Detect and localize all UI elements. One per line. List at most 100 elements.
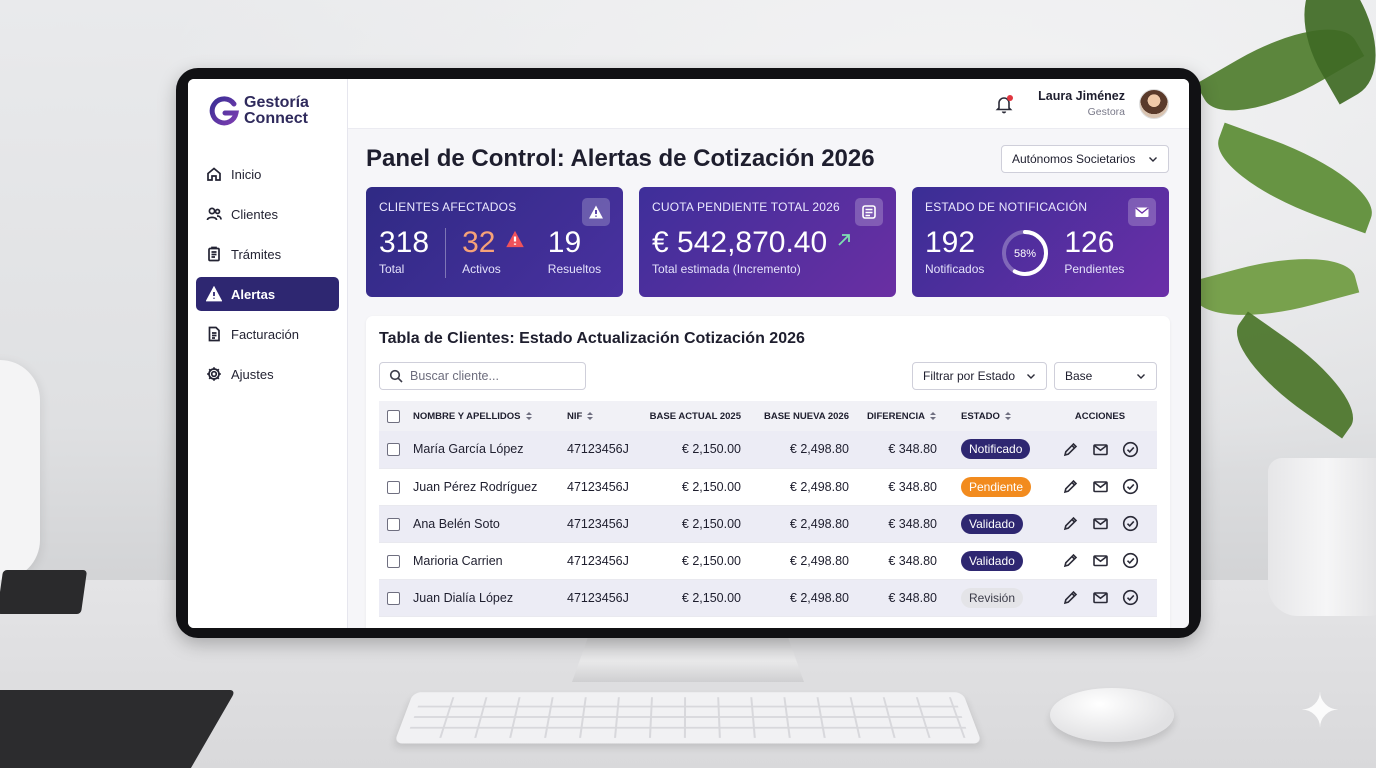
logo-g-icon: [208, 95, 240, 127]
validate-button[interactable]: [1122, 515, 1139, 532]
send-email-button[interactable]: [1092, 515, 1109, 532]
column-header-base-actual[interactable]: BASE ACTUAL 2025: [639, 401, 751, 431]
table-toolbar: Filtrar por Estado Base: [379, 362, 1157, 390]
stat-value: 192: [925, 228, 984, 258]
row-checkbox[interactable]: [387, 555, 400, 568]
sidebar-item-tramites[interactable]: Trámites: [196, 237, 339, 271]
stat-value: 318: [379, 228, 429, 258]
edit-button[interactable]: [1062, 552, 1079, 569]
select-all-checkbox[interactable]: [387, 410, 400, 423]
edit-button[interactable]: [1062, 515, 1079, 532]
cell-estado: Revisión: [947, 579, 1043, 616]
column-header-nif[interactable]: NIF: [567, 401, 639, 431]
stat-pendientes: 126 Pendientes: [1064, 228, 1124, 276]
validate-button[interactable]: [1122, 478, 1139, 495]
pencil-icon: [1062, 515, 1079, 532]
cell-base-actual: € 2,150.00: [639, 579, 751, 616]
validate-button[interactable]: [1122, 441, 1139, 458]
sidebar-item-label: Trámites: [231, 247, 281, 262]
segment-select[interactable]: Autónomos Societarios: [1001, 145, 1169, 173]
row-checkbox[interactable]: [387, 592, 400, 605]
table-row[interactable]: Ana Belén Soto 47123456J € 2,150.00 € 2,…: [379, 505, 1157, 542]
stats-row: € 542,870.40 Total estimada (Incremento): [652, 228, 883, 276]
status-badge: Validado: [961, 551, 1023, 571]
mail-icon: [1092, 441, 1109, 458]
brand-line1: Gestoría: [244, 95, 309, 111]
cell-base-actual: € 2,150.00: [639, 542, 751, 579]
edit-button[interactable]: [1062, 441, 1079, 458]
notifications-button[interactable]: [994, 94, 1014, 114]
cell-nombre: Ana Belén Soto: [413, 505, 567, 542]
column-header-base-nueva[interactable]: BASE NUEVA 2026: [751, 401, 859, 431]
send-email-button[interactable]: [1092, 589, 1109, 606]
table-row[interactable]: María García López 47123456J € 2,150.00 …: [379, 431, 1157, 468]
sidebar-item-clientes[interactable]: Clientes: [196, 197, 339, 231]
topbar: Laura Jiménez Gestora: [348, 79, 1189, 129]
stat-value: 19: [548, 228, 601, 258]
app-screen: Gestoría Connect Inicio Clientes Trámite…: [188, 79, 1189, 628]
cell-nombre: María García López: [413, 431, 567, 468]
sort-icon: [929, 411, 937, 421]
row-checkbox[interactable]: [387, 443, 400, 456]
cell-base-nueva: € 2,498.80: [751, 431, 859, 468]
cell-acciones: [1043, 542, 1157, 579]
card-estado-notificacion[interactable]: ESTADO DE NOTIFICACIÓN 192 Notificados 5…: [912, 187, 1169, 297]
mail-icon: [1092, 552, 1109, 569]
chevron-down-icon: [1136, 371, 1146, 381]
column-header-estado[interactable]: ESTADO: [947, 401, 1043, 431]
cell-diferencia: € 348.80: [859, 579, 947, 616]
estado-filter-value: Filtrar por Estado: [923, 369, 1015, 383]
card-clientes-afectados[interactable]: CLIENTES AFECTADOS 318 Total 32 Activos: [366, 187, 623, 297]
card-cuota-pendiente[interactable]: CUOTA PENDIENTE TOTAL 2026 € 542,870.40 …: [639, 187, 896, 297]
card-badge: [855, 198, 883, 226]
edit-button[interactable]: [1062, 478, 1079, 495]
table-row[interactable]: Juan Dialía López 47123456J € 2,150.00 €…: [379, 579, 1157, 616]
search-icon: [389, 369, 403, 383]
table-row[interactable]: Juan Pérez Rodríguez 47123456J € 2,150.0…: [379, 468, 1157, 505]
cell-base-actual: € 2,150.00: [639, 505, 751, 542]
sidebar-item-alertas[interactable]: Alertas: [196, 277, 339, 311]
column-header-diferencia[interactable]: DIFERENCIA: [859, 401, 947, 431]
search-input[interactable]: [410, 369, 570, 383]
send-email-button[interactable]: [1092, 441, 1109, 458]
sidebar-item-ajustes[interactable]: Ajustes: [196, 357, 339, 391]
cell-diferencia: € 348.80: [859, 468, 947, 505]
column-header-nombre[interactable]: NOMBRE Y APELLIDOS: [413, 401, 567, 431]
stat-divider: [445, 228, 446, 278]
user-name: Laura Jiménez: [1038, 89, 1125, 103]
validate-button[interactable]: [1122, 589, 1139, 606]
edit-button[interactable]: [1062, 589, 1079, 606]
brand-logo[interactable]: Gestoría Connect: [188, 79, 347, 131]
clients-table: NOMBRE Y APELLIDOS NIF BASE ACTUAL 2025 …: [379, 401, 1157, 617]
card-badge: [582, 198, 610, 226]
table-row[interactable]: Marioria Carrien 47123456J € 2,150.00 € …: [379, 542, 1157, 579]
send-email-button[interactable]: [1092, 552, 1109, 569]
validate-button[interactable]: [1122, 552, 1139, 569]
row-checkbox[interactable]: [387, 481, 400, 494]
send-email-button[interactable]: [1092, 478, 1109, 495]
estado-filter-select[interactable]: Filtrar por Estado: [912, 362, 1047, 390]
stat-notificados: 192 Notificados: [925, 228, 984, 276]
stat-value: 32: [462, 228, 526, 258]
cell-base-nueva: € 2,498.80: [751, 542, 859, 579]
row-checkbox[interactable]: [387, 518, 400, 531]
cell-diferencia: € 348.80: [859, 431, 947, 468]
page-title-rest: Alertas de Cotización 2026: [565, 145, 875, 172]
avatar[interactable]: [1139, 89, 1169, 119]
base-filter-select[interactable]: Base: [1054, 362, 1157, 390]
progress-ring: 58%: [1000, 228, 1050, 278]
kpi-cards: CLIENTES AFECTADOS 318 Total 32 Activos: [348, 173, 1189, 297]
cell-nombre: Juan Pérez Rodríguez: [413, 468, 567, 505]
cell-estado: Validado: [947, 505, 1043, 542]
sidebar-item-inicio[interactable]: Inicio: [196, 157, 339, 191]
chevron-down-icon: [1026, 371, 1036, 381]
pencil-icon: [1062, 552, 1079, 569]
warning-icon: [588, 204, 604, 220]
row-select-cell: [379, 579, 413, 616]
mail-icon: [1092, 589, 1109, 606]
sidebar-nav: Inicio Clientes Trámites Alertas Factura…: [188, 157, 347, 391]
sidebar-item-facturacion[interactable]: Facturación: [196, 317, 339, 351]
cell-diferencia: € 348.80: [859, 542, 947, 579]
sidebar-item-label: Alertas: [231, 287, 275, 302]
user-info[interactable]: Laura Jiménez Gestora: [1038, 89, 1125, 118]
